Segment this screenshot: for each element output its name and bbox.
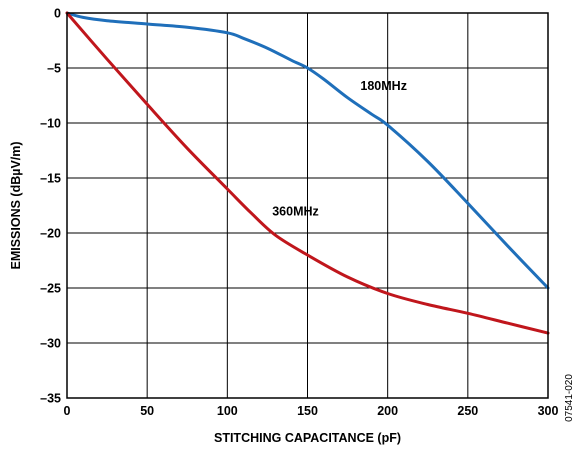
y-tick-label: –20 xyxy=(40,227,61,241)
y-tick-label: 0 xyxy=(54,7,61,21)
series-layer xyxy=(65,11,550,335)
y-tick-label: –25 xyxy=(40,282,61,296)
y-tick-label: –15 xyxy=(40,172,61,186)
y-axis-title: EMISSIONS (dBµV/m) xyxy=(9,141,23,269)
y-tick-label: –10 xyxy=(40,117,61,131)
y-tick-label: –35 xyxy=(40,392,61,406)
y-tick-labels: 0 –5 –10 –15 –20 –25 –30 –35 xyxy=(40,7,61,406)
x-tick-label: 300 xyxy=(538,404,559,418)
x-tick-label: 0 xyxy=(64,404,71,418)
series-line-180mhz xyxy=(65,11,550,290)
x-tick-label: 50 xyxy=(140,404,154,418)
x-tick-labels: 0 50 100 150 200 250 300 xyxy=(64,404,559,418)
series-label-360mhz: 360MHz xyxy=(272,204,319,218)
plot-frame xyxy=(66,12,549,399)
x-tick-label: 150 xyxy=(297,404,318,418)
y-tick-label: –30 xyxy=(40,337,61,351)
series-label-180mhz: 180MHz xyxy=(360,79,407,93)
series-line-360mhz xyxy=(65,11,550,335)
x-axis-title: STITCHING CAPACITANCE (pF) xyxy=(214,431,401,445)
figure-id: 07541-020 xyxy=(564,374,575,422)
grid-lines xyxy=(66,12,549,399)
x-tick-label: 250 xyxy=(457,404,478,418)
y-tick-label: –5 xyxy=(47,62,61,76)
x-tick-label: 200 xyxy=(377,404,398,418)
x-tick-label: 100 xyxy=(217,404,238,418)
